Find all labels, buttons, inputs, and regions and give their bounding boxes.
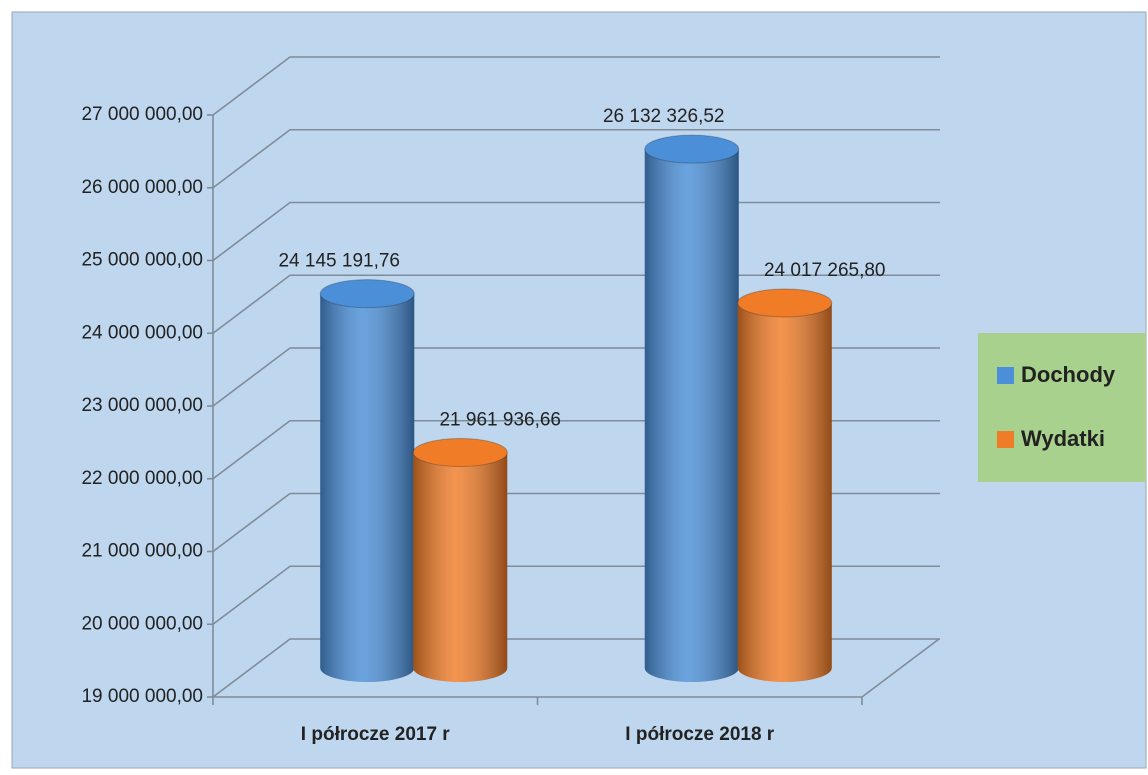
bar-shade — [320, 293, 415, 682]
chart-area — [11, 11, 1147, 769]
grid-line — [212, 128, 940, 189]
y-tick-label: 22 000 000,00 — [81, 468, 203, 489]
value-label: 21 961 936,66 — [439, 410, 561, 431]
y-tick-label: 24 000 000,00 — [81, 322, 203, 343]
y-tick-label: 21 000 000,00 — [81, 541, 203, 562]
y-tick-label: 25 000 000,00 — [81, 250, 203, 271]
y-tick-label: 20 000 000,00 — [81, 613, 203, 634]
bar-shade — [413, 452, 508, 682]
legend-label: Dochody — [1021, 362, 1116, 387]
y-tick-label: 19 000 000,00 — [81, 686, 203, 707]
legend — [978, 333, 1146, 482]
x-tick-label: I półrocze 2018 r — [625, 724, 775, 745]
bar-shade — [737, 302, 832, 682]
bar-top — [644, 134, 740, 164]
y-tick-label: 23 000 000,00 — [81, 395, 203, 416]
legend-swatch — [997, 431, 1014, 448]
value-label: 26 132 326,52 — [603, 106, 725, 127]
bar-top — [412, 438, 508, 468]
y-tick-label: 26 000 000,00 — [81, 177, 203, 198]
legend-label: Wydatki — [1021, 426, 1105, 451]
value-label: 24 017 265,80 — [764, 260, 886, 281]
bar-top — [737, 288, 833, 318]
value-label: 24 145 191,76 — [278, 251, 400, 272]
y-tick-label: 27 000 000,00 — [81, 104, 203, 125]
legend-swatch — [997, 367, 1014, 384]
bar-shade — [644, 149, 739, 683]
bar-top — [319, 279, 415, 309]
x-tick-label: I półrocze 2017 r — [301, 724, 451, 745]
grid-line — [212, 56, 940, 116]
